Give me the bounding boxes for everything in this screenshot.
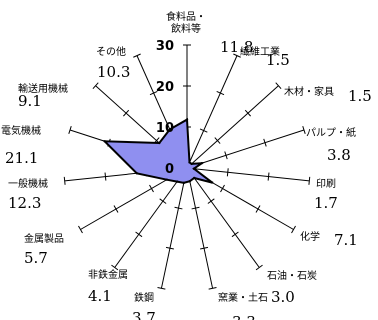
value-label: 21.1 [5, 149, 38, 167]
axis-tick [157, 286, 166, 290]
axis-tick [174, 206, 183, 210]
axis-tick [233, 53, 241, 58]
axis-tick [135, 231, 143, 238]
radial-tick-label: 10 [156, 121, 174, 136]
axis-tick [214, 137, 221, 144]
axis-line [186, 167, 310, 182]
axis-tick [224, 151, 228, 160]
category-label: 金属製品 [24, 232, 64, 245]
data-point [135, 172, 139, 175]
value-label: 3.7 [132, 309, 156, 320]
axis-tick [267, 172, 270, 181]
value-label: 12.3 [8, 194, 41, 212]
value-label: 3.3 [232, 313, 256, 320]
axis-tick [255, 264, 263, 271]
data-point [188, 161, 191, 164]
axis-tick [159, 198, 167, 204]
category-label: 石油・石炭 [267, 269, 317, 282]
category-label: 輸送用機械 [18, 82, 68, 95]
axis-line [186, 167, 260, 268]
axis-line [114, 167, 188, 268]
category-label: 一般機械 [8, 177, 48, 190]
data-point [200, 161, 204, 165]
axis-line [160, 167, 188, 289]
value-label: 1.5 [266, 51, 290, 69]
axis-tick [111, 264, 119, 271]
axis-tick [104, 172, 107, 181]
axis-line [186, 55, 238, 169]
value-label: 5.7 [24, 249, 48, 267]
value-label: 3.8 [327, 146, 351, 164]
axis-tick [308, 176, 311, 185]
data-point [211, 181, 214, 184]
axis-tick [207, 198, 215, 204]
axis-line [186, 167, 214, 289]
series-area [102, 117, 213, 184]
category-label: 印刷 [316, 178, 336, 190]
value-label: 4.1 [88, 287, 112, 305]
axis-tick [244, 109, 251, 117]
value-label: 1.7 [314, 194, 338, 212]
data-point [103, 140, 106, 143]
category-label: 化学 [300, 230, 320, 243]
category-label: その他 [96, 45, 126, 58]
axis-tick [191, 206, 200, 210]
axis-tick [63, 176, 66, 185]
axis-tick [216, 91, 225, 96]
value-label: 10.3 [97, 63, 130, 81]
axis-tick [255, 205, 261, 213]
axis-tick [165, 246, 174, 250]
axis-tick [78, 225, 83, 234]
radial-tick-label: 20 [156, 80, 174, 95]
axis-tick [263, 138, 267, 147]
category-label: 木材・家具 [284, 85, 334, 98]
data-point [192, 167, 196, 170]
data-point [193, 176, 196, 180]
category-label: パルプ・紙 [306, 126, 356, 139]
axis-tick [226, 168, 229, 177]
value-label: 9.1 [18, 92, 42, 110]
axis-tick [68, 126, 72, 134]
axis-tick [149, 91, 158, 96]
axis-tick [149, 184, 154, 193]
axis-line [186, 85, 279, 169]
data-point [182, 181, 186, 185]
radial-tick-labels: 0 10 20 30 [156, 39, 174, 177]
axis-tick [220, 184, 225, 193]
value-label: 11.8 [220, 38, 253, 56]
axis-tick [92, 82, 99, 90]
axis-tick [123, 109, 130, 117]
value-label: 7.1 [334, 231, 358, 249]
axis-tick [200, 246, 209, 250]
data-point [188, 180, 192, 183]
data-point [175, 180, 179, 183]
data-point [158, 141, 161, 145]
axis-tick [208, 286, 217, 290]
radial-tick-label: 30 [156, 39, 174, 54]
data-point [185, 118, 189, 121]
category-label: 繊維工業 [240, 45, 280, 58]
axis-tick [302, 126, 306, 134]
axis-tick [291, 225, 296, 234]
data-point [165, 178, 168, 181]
category-label: 食料品・飲料等 [166, 10, 206, 35]
axis-line [186, 129, 305, 169]
radar-series [102, 117, 214, 185]
value-label: 1.5 [348, 87, 372, 105]
data-point [190, 162, 193, 166]
category-label: 窯業・土石 [218, 291, 268, 304]
data-point [168, 128, 172, 131]
axis-tick [275, 82, 282, 90]
axis-tick [133, 53, 141, 58]
category-label: 非鉄金属 [88, 268, 128, 281]
axis-tick [231, 231, 239, 238]
axis-tick [199, 128, 208, 133]
radial-tick-label: 0 [165, 162, 174, 177]
category-label: 電気機械 [1, 124, 41, 137]
category-label: 鉄鋼 [134, 291, 154, 304]
value-label: 3.0 [271, 288, 295, 306]
axis-tick [113, 205, 119, 213]
